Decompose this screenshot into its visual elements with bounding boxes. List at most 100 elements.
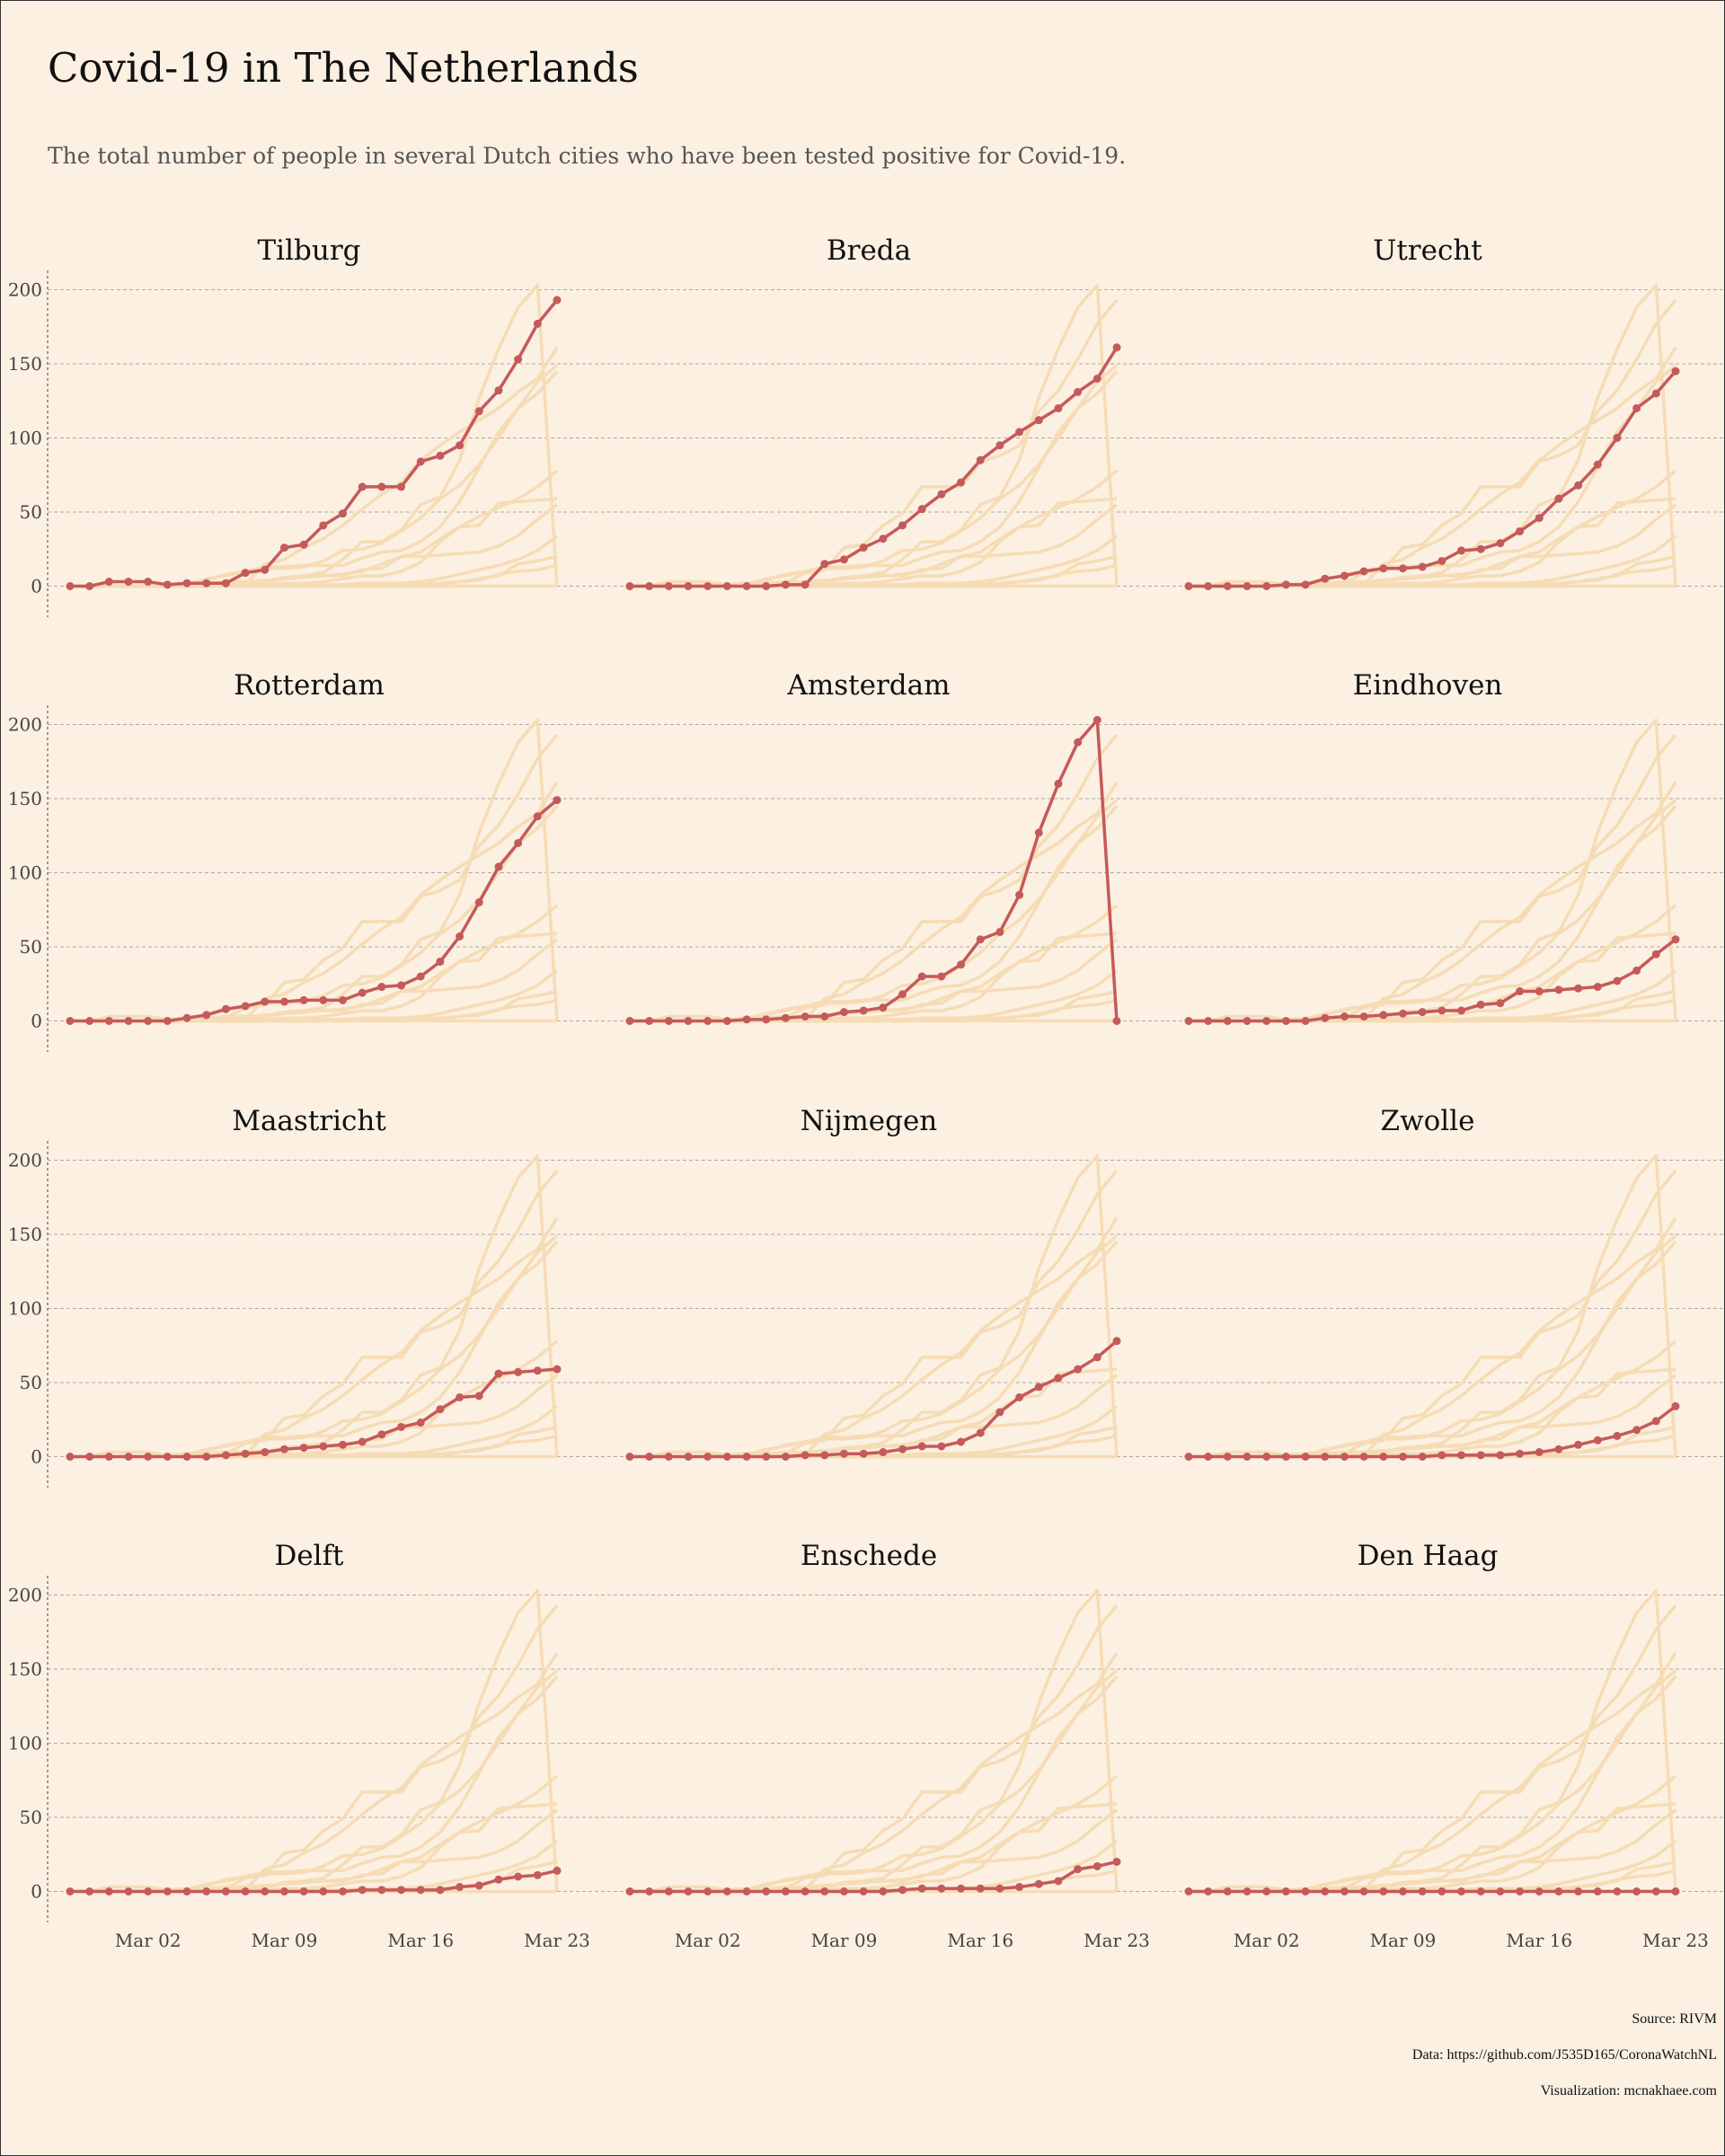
data-point — [917, 1442, 926, 1451]
panel-title: Eindhoven — [1353, 669, 1503, 702]
background-series-line — [630, 733, 1119, 1023]
data-point — [182, 1886, 191, 1895]
data-point — [839, 555, 848, 564]
data-point — [1476, 1000, 1485, 1009]
data-point — [1398, 564, 1407, 573]
x-tick-label: Mar 16 — [947, 1930, 1013, 1951]
data-point — [339, 509, 348, 518]
data-point — [416, 972, 425, 981]
data-point — [339, 1886, 348, 1895]
data-point — [202, 579, 211, 588]
data-point — [1301, 1452, 1310, 1461]
data-point — [762, 1886, 771, 1895]
data-point — [1223, 1016, 1232, 1025]
data-point — [221, 1886, 230, 1895]
data-point — [514, 1872, 523, 1881]
panel-rotterdam: Rotterdam 0 50 100 150 200 — [8, 669, 606, 1052]
data-point — [1574, 481, 1583, 490]
data-point — [703, 1452, 712, 1461]
data-point — [1204, 1452, 1213, 1461]
data-point — [1593, 983, 1602, 992]
panel-enschede: Enschede Mar 02 Mar 09 Mar 16 Mar 23 — [607, 1540, 1166, 1951]
data-point — [494, 1369, 503, 1378]
data-point — [1015, 1392, 1024, 1401]
data-point — [163, 1452, 172, 1461]
data-point — [1632, 403, 1641, 412]
data-point — [859, 1006, 868, 1015]
data-point — [1554, 1886, 1563, 1895]
data-point — [1204, 581, 1213, 590]
panel-maastricht: Maastricht 0 50 100 150 200 — [8, 1105, 606, 1488]
data-point — [1243, 1016, 1252, 1025]
data-point — [1418, 1886, 1427, 1895]
data-point — [163, 580, 172, 589]
data-point — [474, 897, 483, 906]
data-point — [279, 1445, 288, 1454]
data-point — [553, 296, 562, 305]
data-point — [1281, 580, 1290, 589]
panel-title: Tilburg — [258, 234, 361, 267]
data-point — [976, 1428, 985, 1437]
data-point — [722, 1016, 731, 1025]
data-point — [781, 1013, 790, 1022]
data-point — [879, 1448, 888, 1457]
background-series-line — [630, 283, 1119, 588]
panel-eindhoven: Eindhoven — [1166, 669, 1723, 1025]
data-point — [1496, 1886, 1505, 1895]
background-series-line — [1189, 718, 1677, 1023]
data-point — [1321, 1886, 1330, 1895]
data-point — [1593, 460, 1602, 469]
data-point — [1340, 1452, 1349, 1461]
data-point — [1613, 1886, 1622, 1895]
background-series-line — [70, 805, 559, 1023]
data-point — [1516, 526, 1525, 535]
data-point — [1112, 1016, 1121, 1025]
data-point — [839, 1008, 848, 1017]
background-series-line — [1189, 805, 1677, 1023]
data-point — [1457, 1886, 1466, 1895]
data-point — [625, 1016, 634, 1025]
data-point — [377, 1886, 386, 1895]
y-tick-label: 50 — [20, 936, 42, 958]
data-point — [684, 1886, 693, 1895]
data-point — [66, 581, 75, 590]
data-point — [957, 478, 966, 487]
data-point — [66, 1886, 75, 1895]
data-point — [742, 1886, 751, 1895]
y-tick-label: 50 — [20, 501, 42, 523]
data-point — [553, 796, 562, 805]
data-point — [358, 482, 367, 491]
data-point — [703, 1886, 712, 1895]
background-series-line — [70, 370, 559, 588]
data-point — [163, 1886, 172, 1895]
data-point — [474, 1392, 483, 1401]
data-point — [144, 1016, 153, 1025]
data-point — [241, 1002, 250, 1011]
data-point — [1651, 950, 1660, 959]
data-point — [1112, 1857, 1121, 1866]
data-point — [722, 1886, 731, 1895]
panel-title: Maastricht — [232, 1105, 386, 1137]
data-point — [1476, 544, 1485, 553]
data-point — [514, 1367, 523, 1376]
data-point — [684, 581, 693, 590]
data-point — [937, 1442, 946, 1451]
data-point — [339, 995, 348, 1004]
data-point — [1554, 985, 1563, 994]
data-point — [1074, 738, 1083, 747]
data-point — [514, 355, 523, 364]
background-series-line — [630, 1153, 1119, 1459]
data-point — [1092, 1861, 1101, 1870]
data-point — [1379, 1011, 1388, 1020]
background-series-line — [1189, 364, 1677, 588]
data-point — [1281, 1016, 1290, 1025]
data-point — [1243, 581, 1252, 590]
data-point — [1223, 1886, 1232, 1895]
background-series-line — [70, 1169, 559, 1459]
y-tick-label: 50 — [20, 1372, 42, 1393]
data-point — [645, 1452, 654, 1461]
data-point — [1204, 1016, 1213, 1025]
background-series-line — [70, 733, 559, 1023]
data-point — [1438, 556, 1446, 565]
data-point — [1671, 367, 1680, 376]
